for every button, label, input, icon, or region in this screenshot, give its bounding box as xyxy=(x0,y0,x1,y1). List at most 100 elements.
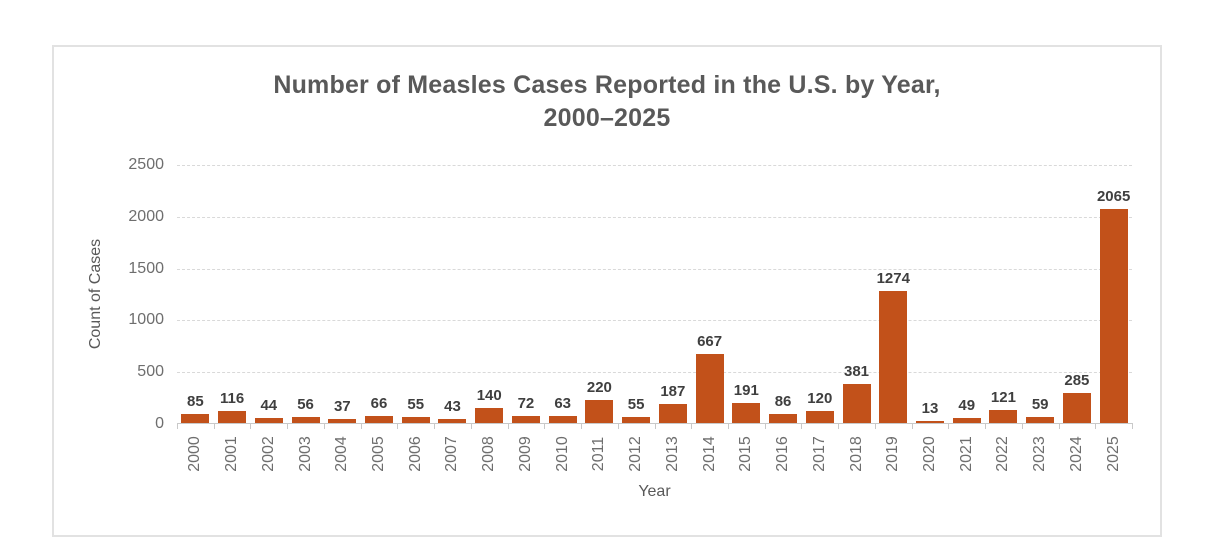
bar-value-label-2011: 220 xyxy=(586,379,612,396)
bar-2019 xyxy=(879,291,908,423)
bar-value-label-2021: 49 xyxy=(958,397,976,414)
y-tick-label-500: 500 xyxy=(137,363,164,381)
bar-value-label-2005: 66 xyxy=(370,395,388,412)
bar-2004 xyxy=(328,419,357,423)
x-tick-label-2006: 2006 xyxy=(406,436,424,472)
y-tick-label-1000: 1000 xyxy=(128,311,164,329)
x-axis-tick-mark xyxy=(727,423,729,429)
bar-2007 xyxy=(438,419,467,423)
bar-value-label-2008: 140 xyxy=(476,387,502,404)
bar-2013 xyxy=(658,404,687,423)
bar-value-label-2020: 13 xyxy=(921,400,939,417)
bar-value-label-2016: 86 xyxy=(774,393,792,410)
y-tick-label-2500: 2500 xyxy=(128,156,164,173)
x-axis-tick-mark xyxy=(654,423,656,429)
bar-2008 xyxy=(475,408,504,423)
bar-2018 xyxy=(842,384,871,423)
x-axis-tick-mark xyxy=(177,423,178,429)
gridline-1000 xyxy=(177,320,1132,322)
bar-value-label-2018: 381 xyxy=(844,363,870,380)
x-axis-tick-mark xyxy=(691,423,693,429)
bar-2005 xyxy=(365,416,394,423)
x-tick-label-2022: 2022 xyxy=(994,436,1012,472)
bar-2025 xyxy=(1099,209,1128,423)
bar-value-label-2017: 120 xyxy=(807,390,833,407)
bar-value-label-2024: 285 xyxy=(1064,372,1090,389)
x-axis-tick-mark xyxy=(250,423,252,429)
bar-value-label-2023: 59 xyxy=(1031,396,1049,413)
y-tick-label-2000: 2000 xyxy=(128,207,164,225)
x-tick-label-2010: 2010 xyxy=(553,436,571,472)
bar-2011 xyxy=(585,400,614,423)
bar-2022 xyxy=(989,410,1018,423)
x-tick-label-2023: 2023 xyxy=(1031,436,1049,472)
x-tick-label-2016: 2016 xyxy=(774,436,792,472)
bar-value-label-2002: 44 xyxy=(260,397,278,414)
chart-frame: Number of Measles Cases Reported in the … xyxy=(52,45,1162,537)
x-axis-tick-mark xyxy=(911,423,913,429)
x-axis-tick-mark xyxy=(874,423,876,429)
x-tick-label-2015: 2015 xyxy=(737,436,755,472)
x-tick-label-2024: 2024 xyxy=(1067,436,1085,472)
x-axis-tick-mark xyxy=(985,423,987,429)
bar-2002 xyxy=(254,418,283,423)
x-axis-tick-mark xyxy=(360,423,362,429)
bar-value-label-2015: 191 xyxy=(733,382,759,399)
y-tick-label-0: 0 xyxy=(155,415,164,432)
bar-2014 xyxy=(695,354,724,423)
bar-2001 xyxy=(218,411,247,423)
bar-2024 xyxy=(1062,393,1091,423)
x-axis-tick-mark xyxy=(544,423,546,429)
gridline-500 xyxy=(177,372,1132,374)
bar-value-label-2013: 187 xyxy=(660,383,686,400)
x-axis-tick-mark xyxy=(1132,423,1133,429)
chart-title-line1: Number of Measles Cases Reported in the … xyxy=(273,71,941,99)
bar-value-label-2009: 72 xyxy=(517,395,535,412)
chart-title-line2: 2000–2025 xyxy=(543,104,671,132)
x-tick-label-2021: 2021 xyxy=(957,436,975,472)
x-tick-label-2019: 2019 xyxy=(884,436,902,472)
bar-2006 xyxy=(401,417,430,423)
x-axis-tick-mark xyxy=(948,423,950,429)
x-tick-label-2008: 2008 xyxy=(480,436,498,472)
bar-value-label-2000: 85 xyxy=(187,393,204,410)
x-axis-title: Year xyxy=(638,483,671,500)
chart-title: Number of Measles Cases Reported in the … xyxy=(54,69,1160,135)
bar-value-label-2010: 63 xyxy=(554,395,572,412)
x-tick-label-2003: 2003 xyxy=(296,436,314,472)
bar-value-label-2004: 37 xyxy=(333,398,351,415)
bar-value-label-2001: 116 xyxy=(219,390,245,407)
gridline-1500 xyxy=(177,268,1132,270)
x-axis-tick-mark xyxy=(1095,423,1097,429)
x-tick-label-2009: 2009 xyxy=(516,436,534,472)
x-axis-tick-mark xyxy=(1058,423,1060,429)
y-tick-label-1500: 1500 xyxy=(128,259,164,277)
bar-2015 xyxy=(732,403,761,423)
bar-2020 xyxy=(915,421,944,423)
bar-value-label-2025: 2065 xyxy=(1096,188,1131,205)
bar-value-label-2003: 56 xyxy=(297,396,314,413)
gridline-2500 xyxy=(177,165,1132,166)
x-tick-label-2014: 2014 xyxy=(700,436,718,472)
x-tick-label-2025: 2025 xyxy=(1104,436,1122,472)
x-tick-label-2000: 2000 xyxy=(186,436,204,472)
bar-2016 xyxy=(769,414,798,423)
x-tick-label-2012: 2012 xyxy=(627,436,645,472)
x-axis-tick-mark xyxy=(581,423,583,429)
x-axis-tick-mark xyxy=(617,423,619,429)
x-axis-tick-mark xyxy=(287,423,289,429)
x-tick-label-2005: 2005 xyxy=(370,436,388,472)
bar-2009 xyxy=(511,416,540,423)
bar-value-label-2019: 1274 xyxy=(876,270,910,287)
bar-value-label-2007: 43 xyxy=(444,398,461,415)
y-axis-ticks: 0 500 1000 1500 2000 2500 xyxy=(54,156,164,432)
bar-value-label-2014: 667 xyxy=(697,333,723,350)
bar-2023 xyxy=(1026,417,1055,423)
x-axis-tick-mark xyxy=(1021,423,1023,429)
bar-value-label-2022: 121 xyxy=(990,389,1016,406)
x-axis-tick-mark xyxy=(213,423,215,429)
x-axis-ticks: 2000 2001 2002 2003 2004 2005 2006 2007 2008 2009… xyxy=(177,424,1132,482)
bar-value-label-2006: 55 xyxy=(407,396,425,413)
x-tick-label-2020: 2020 xyxy=(920,436,938,472)
